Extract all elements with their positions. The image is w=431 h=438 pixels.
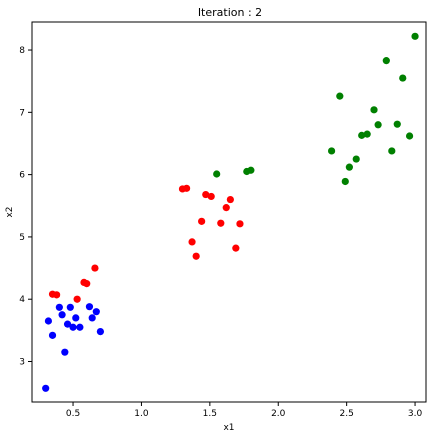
- y-axis-ticks: 3 4 5 6 7 8: [19, 46, 32, 368]
- x-tick-label: 3.0: [408, 409, 423, 419]
- data-point: [336, 92, 344, 100]
- data-point: [61, 348, 69, 356]
- series-1: [42, 303, 105, 392]
- x-tick-label: 0.5: [66, 409, 80, 419]
- data-points: [42, 32, 419, 392]
- data-point: [58, 311, 66, 319]
- data-point: [91, 264, 99, 272]
- series-2: [48, 184, 244, 303]
- data-point: [76, 323, 84, 331]
- data-point: [213, 170, 221, 178]
- data-point: [217, 219, 225, 227]
- data-point: [48, 331, 57, 339]
- y-tick-label: 4: [19, 295, 25, 305]
- data-point: [73, 295, 81, 303]
- data-point: [232, 244, 240, 252]
- data-point: [96, 328, 105, 336]
- data-point: [393, 120, 401, 128]
- data-point: [202, 190, 210, 199]
- data-point: [72, 314, 80, 322]
- data-point: [328, 147, 336, 155]
- data-point: [399, 74, 407, 82]
- data-point: [44, 317, 53, 325]
- data-point: [53, 291, 61, 299]
- y-tick-label: 7: [19, 108, 25, 118]
- data-point: [63, 320, 72, 328]
- data-point: [363, 130, 371, 138]
- x-axis-label: x1: [223, 423, 234, 433]
- data-point: [182, 184, 191, 192]
- data-point: [207, 192, 215, 201]
- x-tick-label: 1.0: [134, 409, 149, 419]
- data-point: [69, 323, 77, 331]
- data-point: [192, 252, 200, 260]
- data-point: [345, 163, 353, 171]
- data-point: [188, 238, 196, 246]
- data-point: [66, 303, 74, 311]
- x-axis-ticks: 0.5 1.0 1.5 2.0 2.5 3.0: [66, 402, 423, 419]
- y-tick-label: 3: [19, 358, 25, 368]
- data-point: [55, 303, 63, 311]
- chart-title: Iteration : 2: [198, 6, 262, 19]
- data-point: [42, 384, 50, 392]
- data-point: [388, 147, 396, 155]
- x-tick-label: 1.5: [203, 409, 217, 419]
- data-point: [374, 121, 382, 129]
- data-point: [198, 217, 206, 225]
- plot-frame: [31, 21, 427, 403]
- data-point: [85, 303, 94, 311]
- data-point: [92, 308, 100, 316]
- data-point: [222, 204, 230, 212]
- y-tick-label: 8: [19, 46, 25, 56]
- data-point: [247, 166, 255, 174]
- data-point: [382, 57, 390, 65]
- data-point: [341, 177, 349, 186]
- data-point: [236, 220, 244, 228]
- data-point: [358, 131, 366, 139]
- y-tick-label: 6: [19, 171, 25, 181]
- series-3: [213, 32, 419, 186]
- data-point: [83, 280, 91, 288]
- x-tick-label: 2.0: [271, 409, 286, 419]
- data-point: [411, 32, 419, 40]
- data-point: [370, 106, 378, 114]
- data-point: [226, 195, 234, 204]
- y-axis-label: x2: [5, 206, 15, 217]
- data-point: [88, 314, 96, 322]
- y-tick-label: 5: [19, 233, 25, 243]
- x-tick-label: 2.5: [339, 409, 353, 419]
- data-point: [405, 132, 414, 140]
- data-point: [352, 155, 360, 163]
